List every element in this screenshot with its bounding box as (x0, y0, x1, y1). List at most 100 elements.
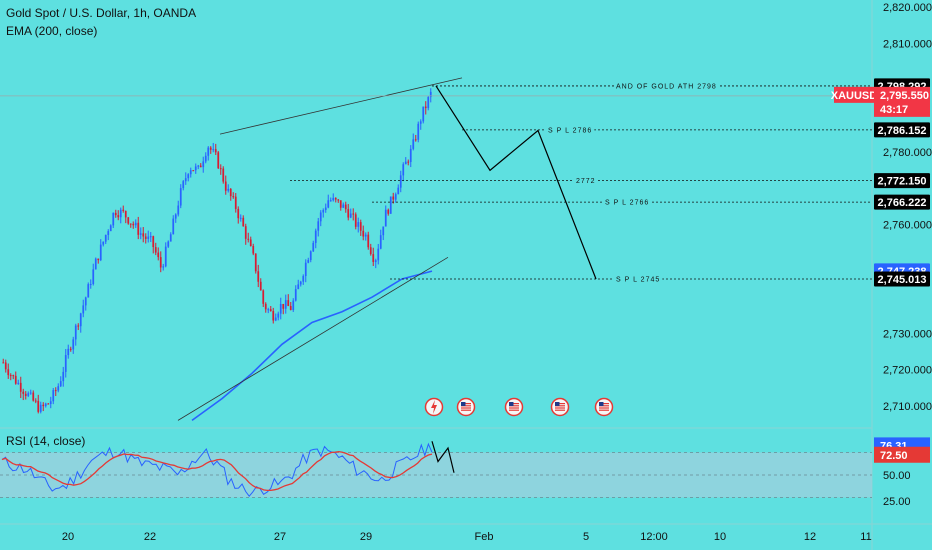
candle-body (354, 214, 357, 227)
candle-body (97, 258, 100, 261)
price-tick-label: 2,720.000 (883, 365, 932, 377)
candle-body (177, 205, 180, 215)
candle-body (372, 254, 375, 262)
candle-body (264, 303, 267, 310)
candle-body (132, 223, 135, 226)
candle-body (277, 313, 280, 318)
candle-body (44, 403, 47, 407)
candle-body (302, 276, 305, 282)
candle-body (262, 290, 265, 304)
candle-body (319, 212, 322, 222)
candle-body (87, 284, 90, 298)
candle-body (424, 106, 427, 109)
us-flag-icon[interactable] (504, 397, 524, 417)
candle-body (32, 392, 35, 401)
price-tick-label: 2,780.000 (883, 147, 932, 159)
candle-body (422, 106, 425, 122)
candle-body (189, 170, 192, 175)
candle-body (367, 234, 370, 248)
candle-body (199, 165, 202, 168)
candle-body (212, 149, 215, 151)
projection-path (435, 85, 597, 280)
spl2766-price-tag: 2,766.222 (878, 197, 927, 209)
candle-body (109, 225, 112, 232)
ema200-line (191, 270, 433, 422)
price-tick-label: 2,730.000 (883, 328, 932, 340)
spl2766-price-tag-bg (874, 194, 930, 210)
candle-body (289, 306, 292, 311)
level-label-bg (614, 82, 719, 92)
candle-body (364, 234, 367, 237)
candle-body (352, 213, 355, 215)
rsi-ma-line (1, 450, 433, 492)
candle-body (362, 230, 365, 237)
candle-body (117, 215, 120, 218)
candle-body (224, 181, 227, 191)
level-label-bg (546, 126, 595, 136)
candle-body (92, 269, 95, 285)
time-axis-label: 27 (274, 531, 286, 543)
xauusd-price-bg (874, 86, 930, 117)
time-axis-label: 20 (62, 531, 74, 543)
candle-body (169, 234, 172, 242)
candle-body (379, 235, 382, 249)
us-flag-icon[interactable] (456, 397, 476, 417)
candle-body (257, 271, 260, 282)
candle-body (342, 204, 345, 208)
candle-body (29, 392, 32, 394)
candle-body (299, 281, 302, 285)
candle-body (154, 247, 157, 253)
candle-body (59, 381, 62, 387)
candle-body (307, 260, 310, 263)
time-axis-label: 11 (860, 531, 871, 543)
lower-trendline (177, 256, 449, 421)
level-label: AND OF GOLD ATH 2798 (616, 83, 717, 90)
time-axis-label: 12:00 (640, 531, 668, 543)
candle-body (207, 147, 210, 156)
level-label: S P L 2786 (548, 127, 592, 134)
candle-body (39, 404, 42, 412)
candle-body (309, 251, 312, 261)
level2772-price-tag: 2,772.150 (878, 176, 927, 188)
candle-body (337, 199, 340, 201)
candle-body (237, 208, 240, 219)
candle-body (219, 168, 222, 170)
us-flag-icon[interactable] (550, 397, 570, 417)
candle-body (114, 212, 117, 216)
price-tick-label: 2,710.000 (883, 401, 932, 413)
candle-body (317, 221, 320, 231)
xauusd-price: 2,795.550 (880, 90, 929, 102)
level-label: 2772 (576, 178, 596, 185)
candle-body (194, 166, 197, 171)
candle-body (414, 139, 417, 141)
candle-body (164, 246, 167, 267)
candle-body (249, 239, 252, 247)
candle-body (227, 188, 230, 191)
us-flag-icon[interactable] (594, 397, 614, 417)
candle-body (339, 200, 342, 208)
candle-body (217, 152, 220, 169)
candle-body (49, 401, 52, 404)
candle-body (124, 210, 127, 218)
candle-body (37, 400, 40, 412)
candle-body (79, 313, 82, 327)
rsi-indicator-label[interactable]: RSI (14, close) (6, 434, 86, 448)
candle-body (9, 375, 12, 377)
ema-indicator-label[interactable]: EMA (200, close) (6, 24, 98, 38)
candle-body (27, 393, 30, 396)
candle-body (204, 155, 207, 162)
candle-body (107, 231, 110, 235)
candle-body (64, 355, 67, 372)
rsi-tick-label: 25.00 (883, 496, 911, 508)
candle-body (347, 209, 350, 218)
upper-trendline (219, 77, 463, 135)
candle-body (17, 382, 20, 384)
time-axis-label: Feb (475, 531, 494, 543)
candle-body (274, 317, 277, 321)
candle-body (359, 222, 362, 231)
lightning-icon[interactable] (424, 397, 444, 417)
candle-body (89, 284, 92, 286)
candle-body (334, 197, 337, 200)
level-label-bg (574, 177, 598, 187)
